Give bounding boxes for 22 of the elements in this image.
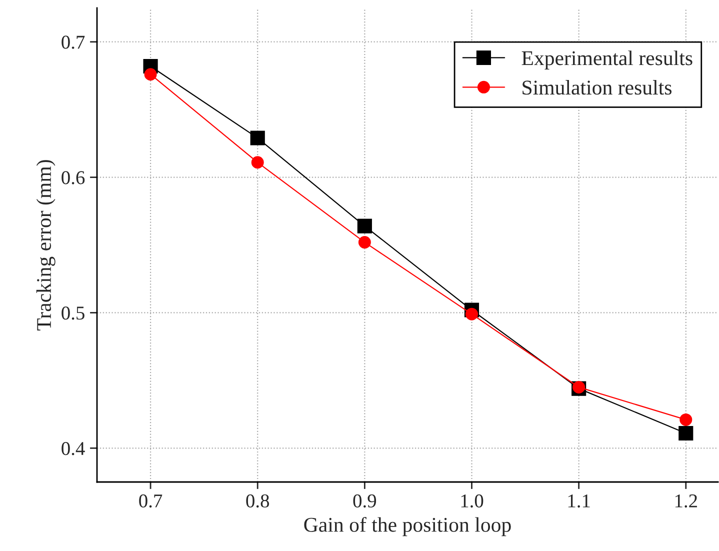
point — [358, 236, 371, 249]
point — [251, 156, 264, 169]
point — [465, 308, 478, 320]
x-tick-label: 1.1 — [568, 494, 590, 508]
x-axis-title: Gain of the position loop — [304, 516, 511, 536]
point — [144, 68, 157, 81]
y-axis-title: Tracking error (mm) — [36, 160, 56, 330]
point — [357, 218, 372, 234]
point — [680, 413, 692, 426]
x-tick-label: 0.7 — [139, 494, 162, 508]
x-tick-label: 1.0 — [461, 494, 484, 508]
legend-label: Simulation results — [522, 80, 672, 95]
y-tick-label: 0.7 — [62, 36, 85, 49]
y-tick-label: 0.5 — [62, 306, 84, 320]
legend-label: Experimental results — [522, 50, 692, 70]
point — [250, 130, 265, 146]
x-tick-label: 0.8 — [246, 494, 270, 508]
y-tick-label: 0.6 — [62, 171, 85, 184]
y-tick-label: 0.4 — [62, 442, 85, 456]
point — [678, 426, 694, 441]
x-tick-label: 0.9 — [353, 494, 376, 508]
x-tick-label: 1.2 — [675, 494, 697, 508]
